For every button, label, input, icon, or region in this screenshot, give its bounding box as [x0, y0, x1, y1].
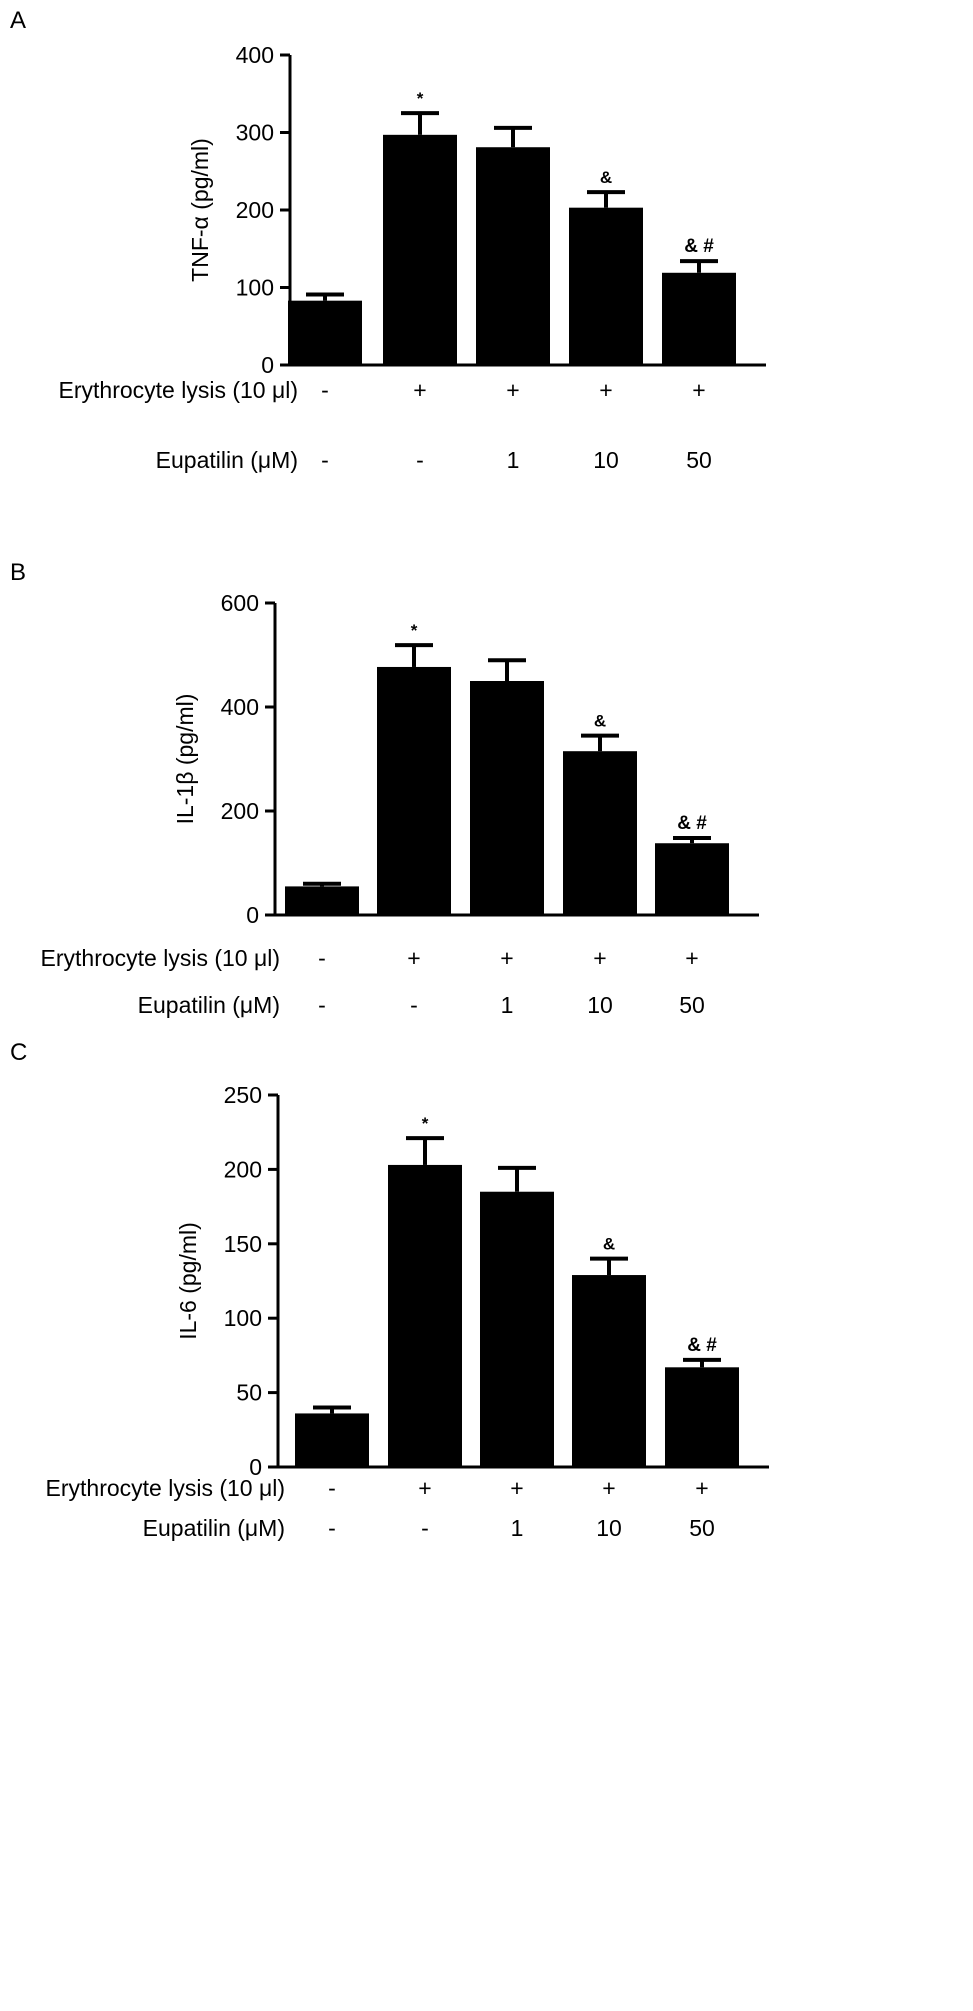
y-tick-label: 150	[224, 1231, 262, 1257]
bar	[383, 134, 457, 365]
condition-value: +	[500, 945, 513, 971]
bar	[563, 751, 637, 915]
bar	[662, 272, 736, 365]
chart-panel-a: A 0 100 200 300 400 TNF-α (pg/ml) * & & # Erythroc…	[10, 7, 766, 473]
y-tick-label: 50	[236, 1380, 262, 1406]
condition-value: 1	[501, 992, 514, 1018]
condition-value: +	[407, 945, 420, 971]
significance-annotation: & #	[687, 1335, 717, 1356]
condition-value: 10	[593, 447, 619, 473]
bar	[569, 207, 643, 365]
bar	[470, 681, 544, 915]
y-tick-label: 100	[224, 1305, 262, 1331]
condition-value: +	[593, 945, 606, 971]
chart-panel-b: B 0 200 400 600 IL-1β (pg/ml) * & & # Erythrocyte…	[10, 559, 759, 1018]
condition-value: +	[510, 1475, 523, 1501]
condition-value: 50	[679, 992, 705, 1018]
condition-value: 10	[596, 1515, 622, 1541]
y-tick-label: 200	[224, 1156, 262, 1182]
condition-value: -	[416, 447, 424, 473]
significance-annotation: *	[422, 1114, 429, 1133]
y-axis-title: IL-1β (pg/ml)	[172, 694, 198, 825]
bar	[295, 1413, 369, 1467]
condition-label: Erythrocyte lysis (10 μl)	[46, 1475, 285, 1501]
y-tick-label: 200	[236, 197, 274, 223]
y-tick-label: 250	[224, 1082, 262, 1108]
condition-value: +	[506, 377, 519, 403]
significance-annotation: &	[603, 1235, 615, 1254]
y-axis-title: TNF-α (pg/ml)	[187, 138, 213, 282]
condition-label: Eupatilin (μM)	[156, 447, 298, 473]
bar	[377, 666, 451, 915]
panel-label: B	[10, 559, 26, 586]
condition-value: +	[685, 945, 698, 971]
significance-annotation: *	[417, 89, 424, 108]
condition-label: Eupatilin (μM)	[143, 1515, 285, 1541]
panel-label: A	[10, 7, 26, 34]
y-tick-label: 400	[221, 694, 259, 720]
significance-annotation: & #	[684, 236, 714, 257]
y-tick-label: 600	[221, 590, 259, 616]
y-axis-title: IL-6 (pg/ml)	[175, 1222, 201, 1340]
significance-annotation: *	[411, 621, 418, 640]
condition-value: +	[695, 1475, 708, 1501]
condition-value: +	[599, 377, 612, 403]
condition-value: -	[318, 945, 326, 971]
y-tick-label: 100	[236, 275, 274, 301]
bar	[655, 843, 729, 915]
bar	[388, 1164, 462, 1467]
condition-value: +	[692, 377, 705, 403]
condition-value: -	[321, 447, 329, 473]
condition-value: +	[413, 377, 426, 403]
condition-value: 10	[587, 992, 613, 1018]
significance-annotation: &	[600, 168, 612, 187]
y-tick-label: 400	[236, 42, 274, 68]
condition-value: 50	[686, 447, 712, 473]
significance-annotation: & #	[677, 813, 707, 834]
y-tick-label: 0	[246, 902, 259, 928]
condition-value: -	[328, 1515, 336, 1541]
condition-value: 1	[511, 1515, 524, 1541]
y-tick-label: 200	[221, 798, 259, 824]
condition-value: -	[318, 992, 326, 1018]
panel-label: C	[10, 1039, 27, 1066]
condition-value: -	[328, 1475, 336, 1501]
bar	[572, 1275, 646, 1467]
condition-value: 50	[689, 1515, 715, 1541]
bar	[285, 886, 359, 915]
condition-value: +	[418, 1475, 431, 1501]
bar	[476, 147, 550, 365]
condition-value: -	[421, 1515, 429, 1541]
significance-annotation: &	[594, 712, 606, 731]
condition-value: 1	[507, 447, 520, 473]
condition-label: Erythrocyte lysis (10 μl)	[59, 377, 298, 403]
bar	[480, 1191, 554, 1467]
condition-value: +	[602, 1475, 615, 1501]
condition-value: -	[321, 377, 329, 403]
condition-label: Eupatilin (μM)	[138, 992, 280, 1018]
bar	[288, 300, 362, 365]
y-tick-label: 300	[236, 120, 274, 146]
y-tick-label: 0	[249, 1454, 262, 1480]
y-tick-label: 0	[261, 352, 274, 378]
condition-value: -	[410, 992, 418, 1018]
bar	[665, 1367, 739, 1467]
condition-label: Erythrocyte lysis (10 μl)	[41, 945, 280, 971]
